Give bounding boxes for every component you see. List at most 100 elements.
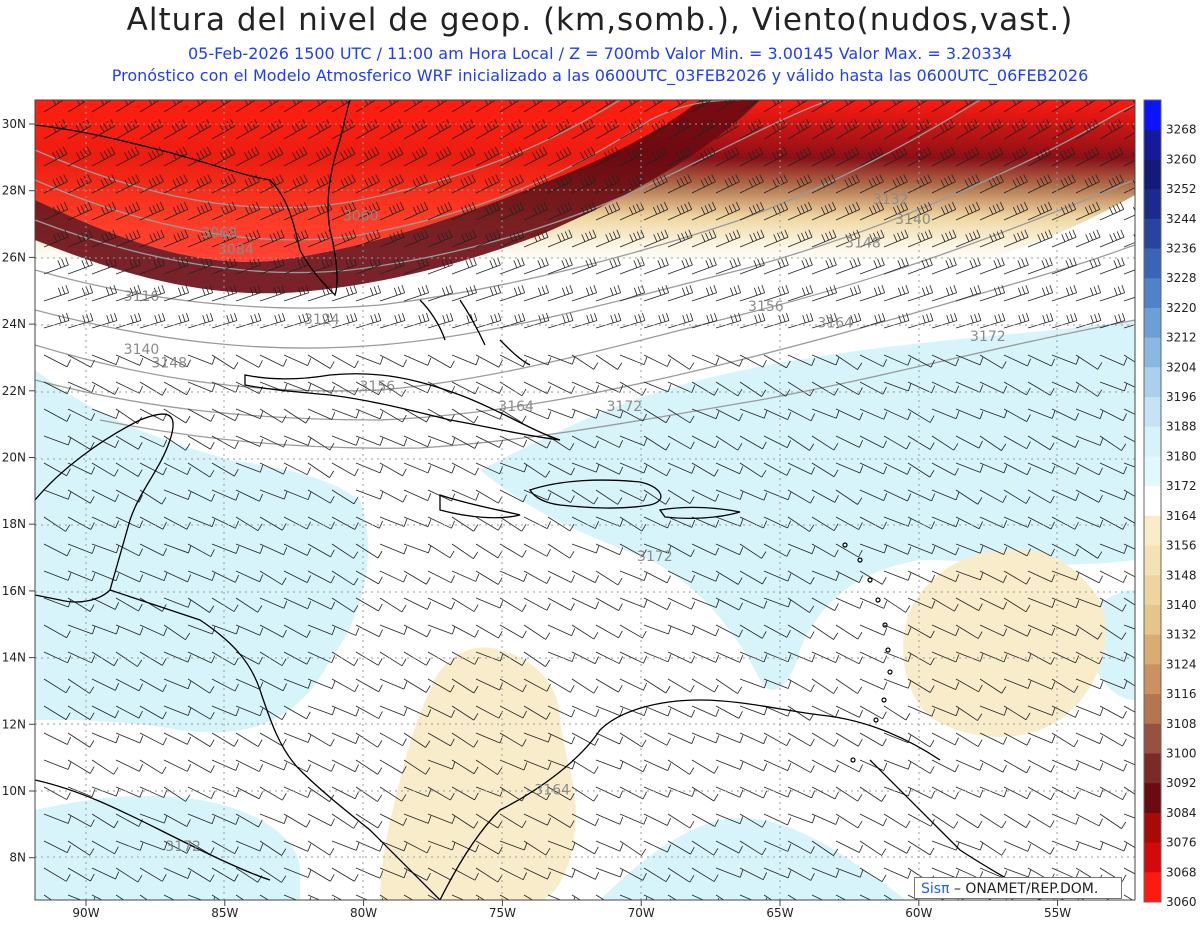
wind-barb xyxy=(1075,624,1103,640)
wind-barb xyxy=(163,100,185,113)
wind-barb xyxy=(667,678,695,693)
wind-barb xyxy=(67,435,95,450)
wind-barb xyxy=(91,285,118,302)
wind-barb xyxy=(859,489,888,501)
wind-barb xyxy=(139,840,168,851)
wind-barb xyxy=(643,174,668,194)
wind-barb xyxy=(235,462,264,473)
wind-barb xyxy=(115,202,141,221)
wind-barb xyxy=(307,840,335,856)
wind-barb xyxy=(547,146,572,167)
wind-barb xyxy=(403,285,430,302)
wind-barb xyxy=(115,354,144,366)
wind-barb xyxy=(859,462,888,475)
wind-barb xyxy=(739,786,768,799)
wind-barb xyxy=(187,202,213,221)
wind-barb xyxy=(187,678,215,694)
wind-barb xyxy=(427,624,456,635)
wind-barb xyxy=(979,813,1007,829)
wind-barb xyxy=(1099,146,1124,167)
wind-barb xyxy=(355,462,384,474)
wind-barb xyxy=(883,174,908,194)
wind-barb xyxy=(667,146,692,167)
wind-barb xyxy=(1099,408,1127,422)
wind-barb xyxy=(787,174,812,194)
wind-barb xyxy=(1099,100,1121,113)
wind-barb xyxy=(715,257,741,275)
wind-barb xyxy=(43,759,72,770)
wind-barb xyxy=(955,312,982,329)
wind-barb xyxy=(979,840,1007,856)
wind-barb xyxy=(331,570,359,586)
wind-barb xyxy=(91,257,117,275)
wind-barb xyxy=(1003,229,1029,248)
wind-barb xyxy=(235,146,260,167)
wind-barb xyxy=(835,813,863,829)
wind-barb xyxy=(451,732,479,748)
wind-barb xyxy=(691,285,718,302)
wind-barb xyxy=(211,678,239,692)
wind-barb xyxy=(1123,894,1134,900)
wind-barb xyxy=(1027,489,1055,504)
wind-barb xyxy=(547,354,576,365)
wind-barb xyxy=(811,146,836,167)
wind-barb xyxy=(643,257,669,275)
wind-barb xyxy=(643,570,671,584)
wind-barb xyxy=(67,285,94,302)
wind-barb xyxy=(739,462,767,478)
wind-barb xyxy=(595,408,624,419)
wind-barb xyxy=(475,516,503,531)
wind-barb xyxy=(139,354,167,367)
wind-barb xyxy=(1051,462,1080,475)
wind-barb xyxy=(523,732,552,743)
credit-box: Sisπ – ONAMET/REP.DOM. xyxy=(914,877,1122,899)
wind-barb xyxy=(979,489,1007,503)
lon-label: 65W xyxy=(766,906,793,920)
wind-barb xyxy=(667,813,695,829)
wind-barb xyxy=(211,813,240,825)
wind-barb xyxy=(235,894,245,900)
wind-barb xyxy=(187,257,213,275)
wind-barb xyxy=(379,732,407,747)
wind-barb xyxy=(811,705,840,718)
wind-barb xyxy=(475,202,501,221)
wind-barb xyxy=(67,229,93,248)
wind-barb xyxy=(787,597,815,613)
wind-barb xyxy=(187,705,215,720)
wind-barb xyxy=(715,354,744,367)
wind-barb xyxy=(211,229,237,248)
wind-barb xyxy=(739,381,767,397)
wind-barb xyxy=(715,624,743,638)
wind-barb xyxy=(763,285,790,302)
wind-barb xyxy=(427,786,455,801)
wind-barb xyxy=(979,408,1008,419)
wind-barb xyxy=(571,894,582,900)
wind-barb xyxy=(1099,651,1128,662)
wind-barb xyxy=(883,354,912,366)
wind-barb xyxy=(523,705,551,720)
wind-barb xyxy=(667,381,696,393)
wind-barb xyxy=(235,174,260,194)
wind-barb xyxy=(403,813,432,824)
wind-barb xyxy=(331,408,360,419)
wind-barb xyxy=(523,543,551,557)
wind-barb xyxy=(1099,759,1128,772)
wind-barb xyxy=(451,100,473,113)
colorbar-swatch xyxy=(1144,812,1161,844)
wind-barb xyxy=(259,651,287,667)
wind-barb xyxy=(163,462,191,475)
wind-barb xyxy=(835,867,864,878)
wind-barb xyxy=(643,786,672,798)
wind-barb xyxy=(379,174,404,194)
wind-barb xyxy=(1099,786,1127,801)
wind-barb xyxy=(691,624,720,637)
wind-barb xyxy=(259,257,285,275)
wind-barb xyxy=(1003,651,1032,662)
wind-barb xyxy=(187,489,216,502)
map-subtitle-model-run: Pronóstico con el Modelo Atmosferico WRF… xyxy=(111,66,1089,85)
wind-barb xyxy=(571,867,600,880)
wind-barb xyxy=(739,624,767,639)
wind-barb xyxy=(547,543,575,559)
wind-barb xyxy=(715,202,741,221)
wind-barb xyxy=(283,119,307,140)
